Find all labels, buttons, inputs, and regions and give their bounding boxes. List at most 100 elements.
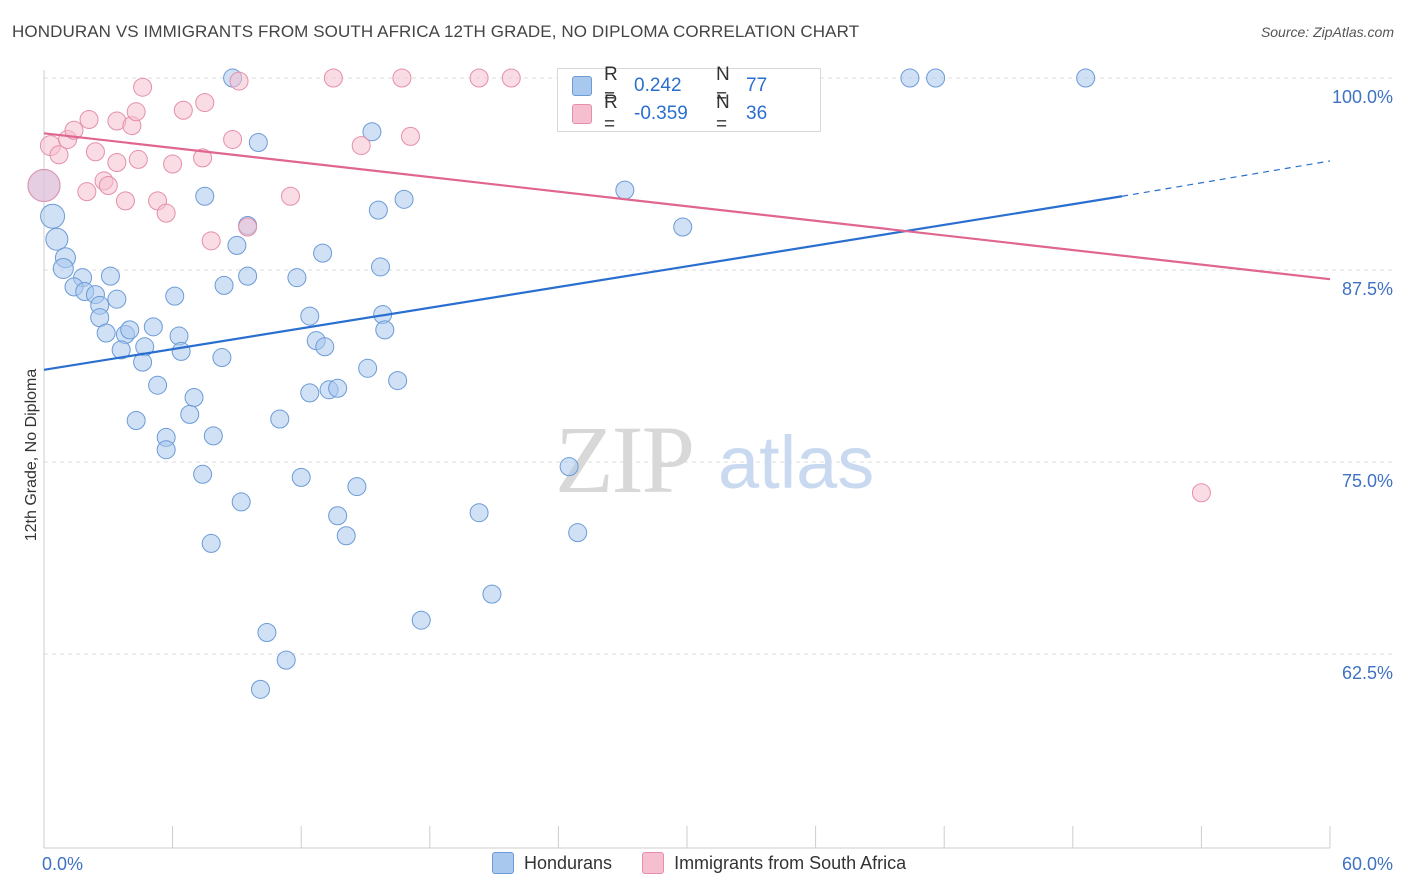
- south-africa-point: [79, 109, 99, 129]
- honduran-point: [371, 257, 391, 277]
- honduran-point: [1076, 68, 1096, 88]
- honduran-point: [469, 503, 489, 523]
- honduran-point: [212, 348, 232, 368]
- honduran-point: [347, 477, 367, 497]
- honduran-point: [120, 320, 140, 340]
- legend-r-value: -0.359: [634, 103, 688, 124]
- south-africa-point: [238, 217, 258, 237]
- honduran-point: [615, 180, 635, 200]
- honduran-point: [411, 610, 431, 630]
- y-tick-label: 75.0%: [1342, 471, 1393, 491]
- legend-r-label: R =: [604, 64, 618, 107]
- south-africa-point: [107, 152, 127, 172]
- axis-layer: [43, 70, 1331, 849]
- honduran-point: [193, 464, 213, 484]
- x-tick-label: 60.0%: [1342, 854, 1393, 874]
- legend-row-hondurans: R = 0.242 N = 77: [572, 64, 768, 107]
- south-africa-point: [201, 231, 221, 251]
- honduran-point: [362, 122, 382, 142]
- honduran-point: [482, 584, 502, 604]
- honduran-point: [111, 340, 131, 360]
- x-tick-label: 0.0%: [42, 854, 83, 874]
- south-africa-point: [280, 186, 300, 206]
- south-africa-point: [163, 154, 183, 174]
- honduran-trend-extension: [1121, 160, 1331, 197]
- honduran-point: [388, 371, 408, 391]
- south-africa-point: [126, 102, 146, 122]
- honduran-point: [203, 426, 223, 446]
- honduran-point: [231, 492, 251, 512]
- south-africa-point: [229, 71, 249, 91]
- honduran-point: [568, 523, 588, 543]
- source-label: Source: ZipAtlas.com: [1260, 24, 1394, 40]
- honduran-point: [276, 650, 296, 670]
- honduran-point: [358, 358, 378, 378]
- south-africa-point: [128, 149, 148, 169]
- legend-swatch-pink: [642, 852, 665, 874]
- honduran-point: [107, 289, 127, 309]
- south-africa-point: [64, 120, 84, 140]
- honduran-point: [143, 317, 163, 337]
- south-africa-point: [469, 68, 489, 88]
- honduran-point: [394, 189, 414, 209]
- legend-swatch-blue: [492, 852, 514, 874]
- correlation-legend: R = 0.242 N = 77 R = -0.359 N = 36: [557, 64, 821, 135]
- south-africa-point: [401, 126, 421, 146]
- honduran-point: [315, 337, 335, 357]
- honduran-point: [238, 266, 258, 286]
- south-africa-point: [323, 68, 343, 88]
- south-africa-point: [156, 203, 176, 223]
- honduran-point: [257, 622, 277, 642]
- honduran-point: [126, 411, 146, 431]
- south-africa-point: [77, 182, 97, 202]
- honduran-point: [184, 387, 204, 407]
- chart-title: HONDURAN VS IMMIGRANTS FROM SOUTH AFRICA…: [12, 22, 860, 41]
- honduran-point: [368, 200, 388, 220]
- honduran-point: [156, 440, 176, 460]
- trend-layer: [43, 132, 1331, 371]
- honduran-point: [195, 186, 215, 206]
- honduran-point: [328, 378, 348, 398]
- honduran-point: [250, 679, 270, 699]
- south-africa-point: [223, 129, 243, 149]
- legend-item-hondurans[interactable]: Hondurans: [492, 852, 612, 874]
- south-africa-point: [195, 93, 215, 113]
- south-africa-point: [193, 148, 213, 168]
- south-africa-point: [98, 176, 118, 196]
- south-africa-point: [351, 136, 371, 156]
- south-africa-point: [27, 169, 61, 203]
- honduran-point: [300, 306, 320, 326]
- y-tick-label: 62.5%: [1342, 663, 1393, 683]
- legend-swatch-blue: [572, 76, 592, 96]
- south-africa-point: [49, 145, 69, 165]
- honduran-point: [52, 257, 74, 279]
- south-africa-point: [501, 68, 521, 88]
- honduran-point: [287, 268, 307, 288]
- tick-label-layer: 100.0% 87.5% 75.0% 62.5% 0.0% 60.0%: [42, 87, 1393, 874]
- legend-label-south-africa: Immigrants from South Africa: [674, 852, 907, 873]
- honduran-point: [180, 404, 200, 424]
- honduran-point: [375, 320, 395, 340]
- legend-item-south-africa[interactable]: Immigrants from South Africa: [642, 852, 906, 874]
- watermark: ZIP atlas: [555, 406, 874, 513]
- south-africa-point: [115, 191, 135, 211]
- honduran-point: [336, 526, 356, 546]
- y-tick-label: 87.5%: [1342, 279, 1393, 299]
- series-legend: Hondurans Immigrants from South Africa: [492, 852, 936, 874]
- honduran-point: [100, 266, 120, 286]
- south-africa-point: [1191, 483, 1211, 503]
- honduran-point: [227, 235, 247, 255]
- honduran-point: [214, 275, 234, 295]
- legend-r-value: 0.242: [634, 75, 682, 96]
- honduran-point: [673, 217, 693, 237]
- legend-r-label: R =: [604, 92, 618, 135]
- watermark-atlas: atlas: [718, 421, 874, 504]
- honduran-point: [328, 506, 348, 526]
- honduran-point: [96, 323, 116, 343]
- grid-layer: [44, 77, 1392, 655]
- legend-label-hondurans: Hondurans: [524, 852, 613, 873]
- legend-n-value: 77: [746, 75, 768, 96]
- south-africa-point: [85, 142, 105, 162]
- watermark-zip: ZIP: [555, 406, 693, 513]
